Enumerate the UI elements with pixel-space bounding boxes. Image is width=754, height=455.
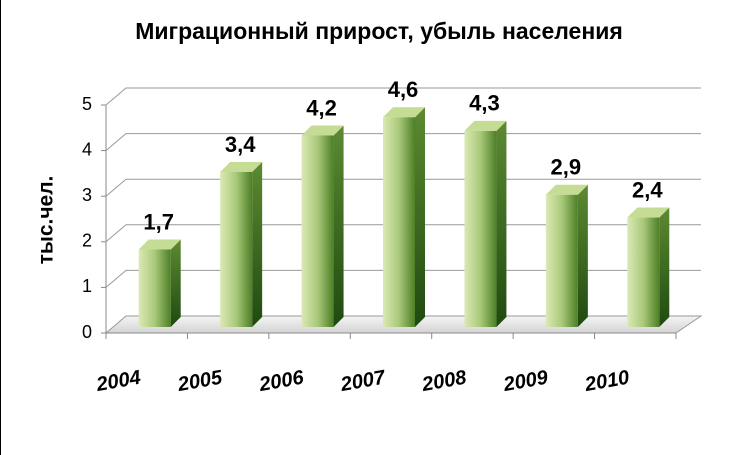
bar (138, 249, 171, 327)
bar-top (545, 184, 588, 195)
bar-side (333, 125, 344, 327)
x-tick-label: 2009 (501, 366, 550, 396)
y-tick-label: 2 (82, 231, 92, 251)
bar-top (627, 207, 670, 218)
value-label: 1,7 (143, 209, 174, 234)
y-tick-label: 1 (82, 276, 92, 296)
bar-side (496, 120, 507, 327)
bar (627, 217, 660, 327)
bar-top (138, 239, 181, 250)
grid-line (105, 224, 701, 243)
x-tick-label: 2006 (257, 366, 306, 396)
value-label: 4,2 (306, 95, 337, 120)
bar-side (577, 184, 588, 327)
grid-line (105, 133, 701, 151)
value-label: 4,6 (388, 77, 419, 102)
bar-top (383, 107, 425, 118)
bar (383, 117, 415, 328)
y-tick-label: 3 (82, 185, 92, 205)
bar (464, 130, 497, 327)
x-tick-label: 2010 (582, 367, 631, 397)
y-tick-label: 5 (82, 94, 92, 114)
bar-top (464, 120, 507, 131)
x-tick-label: 2004 (94, 367, 143, 397)
x-tick-label: 2005 (175, 366, 224, 396)
grid-line (105, 87, 701, 106)
bar-top (220, 161, 263, 172)
bar-side (659, 207, 670, 327)
grid-line (105, 269, 701, 288)
bar-side (252, 161, 263, 327)
y-tick-label: 4 (82, 139, 92, 159)
bar (220, 171, 253, 327)
grid-line (105, 178, 701, 197)
bar (301, 135, 334, 327)
bar-side (170, 239, 181, 327)
value-label: 4,3 (469, 91, 500, 116)
chart-title: Миграционный прирост, убыль населения (135, 18, 623, 44)
x-tick-label: 2007 (338, 366, 387, 396)
bar (545, 194, 578, 327)
bar-side (415, 107, 425, 328)
x-tick-label: 2008 (419, 366, 468, 396)
bar-top (301, 125, 344, 136)
y-tick-label: 0 (82, 322, 92, 342)
value-label: 2,9 (551, 155, 582, 180)
value-label: 2,4 (632, 177, 663, 202)
y-axis-label: тыс.чел. (35, 176, 58, 265)
value-label: 3,4 (225, 132, 256, 157)
